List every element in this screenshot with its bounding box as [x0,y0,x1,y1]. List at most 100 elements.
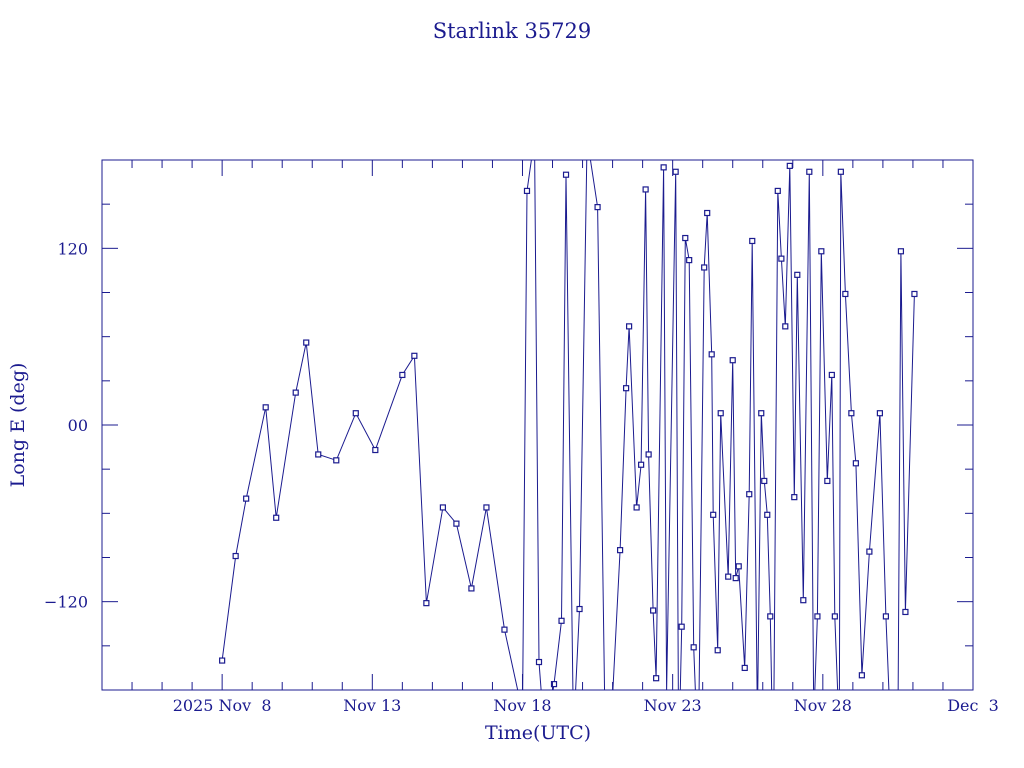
data-point [806,168,813,175]
data-point [262,404,269,411]
data-point [749,237,756,245]
data-point [761,477,768,485]
data-point [315,451,322,458]
data-point [303,339,310,346]
data-point [774,187,781,195]
data-point [372,446,379,454]
series-group [219,160,918,690]
data-point [219,657,226,664]
data-point [501,626,508,633]
data-point [292,389,299,396]
data-point [876,410,883,417]
series-line [221,160,915,690]
data-point [682,234,689,242]
data-point [741,664,748,672]
data-point [778,255,785,262]
data-point [550,681,558,688]
data-point [767,613,774,620]
data-point [562,171,570,178]
data-point [828,371,835,379]
data-point [678,623,685,630]
data-point [866,548,873,555]
data-point [758,410,765,417]
data-point [708,351,715,358]
data-point [535,658,543,666]
data-point [818,248,825,255]
data-point [852,460,859,467]
data-point [897,248,905,255]
x-axis-label: Time(UTC) [485,722,591,744]
data-point [690,644,697,651]
data-point [732,575,739,582]
data-point [243,495,250,502]
y-tick-label: 120 [57,239,88,258]
data-point [729,357,736,364]
data-point [650,607,657,614]
x-tick-label: Dec 3 [947,696,999,715]
data-point [232,552,239,560]
data-point [642,186,649,193]
data-point [746,491,753,498]
data-point [660,164,667,171]
y-axis-label: Long E (deg) [7,363,29,488]
x-tick-label: Nov 13 [343,696,401,715]
data-point [831,613,838,620]
data-point [616,547,624,554]
data-point [800,597,807,604]
data-point [842,290,849,298]
y-tick-label: 00 [68,416,88,435]
plot-frame [101,159,974,691]
data-point [653,675,660,682]
data-point [645,451,652,458]
data-point [717,410,724,417]
data-point [686,257,693,264]
data-point [848,410,855,417]
data-point [794,271,801,278]
data-point [782,323,789,330]
data-point [623,385,630,392]
data-point [638,461,645,468]
data-point [911,290,918,298]
data-point [701,264,708,271]
data-point [837,168,844,175]
data-point [735,563,742,570]
x-tick-label: Nov 23 [644,696,702,715]
data-point [483,504,490,511]
data-point [725,573,732,580]
data-point [786,162,793,169]
data-point [468,585,475,592]
chart-title: Starlink 35729 [433,19,592,43]
data-point [814,613,821,620]
data-point [633,504,640,511]
data-point [594,204,601,211]
data-point [882,613,890,620]
data-point [858,672,865,679]
data-point [333,457,340,464]
axes: −120 00 120 2025 Nov 8 Nov 13 Nov 18 Nov 23 Nov… [44,159,999,715]
data-point [558,617,565,624]
x-tick-label: Nov 18 [493,696,551,715]
data-point [902,608,909,616]
data-point [824,477,831,485]
data-point [672,168,679,175]
data-point [714,647,721,654]
data-point [453,520,460,527]
data-point [439,504,446,511]
data-point [704,209,711,217]
data-point [710,511,717,518]
x-tick-label: 2025 Nov 8 [173,696,272,715]
data-point [626,323,633,330]
x-tick-label: Nov 28 [794,696,852,715]
data-point [764,511,771,518]
data-point [411,352,418,359]
data-point [352,410,359,417]
y-tick-label: −120 [44,593,88,612]
data-point [523,187,531,195]
data-point [399,371,406,379]
data-point [273,514,280,521]
data-point [423,600,430,607]
plot-area [219,160,918,690]
data-point [791,494,798,501]
data-point [576,605,583,613]
